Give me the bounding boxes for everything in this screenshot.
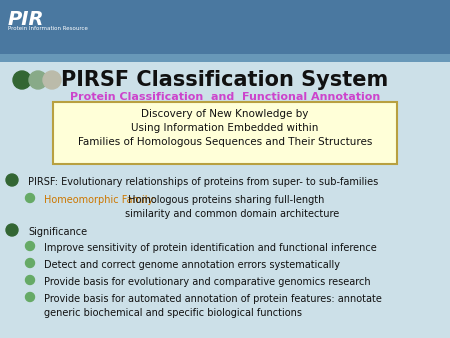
Text: Homologous proteins sharing full-length
similarity and common domain architectur: Homologous proteins sharing full-length …: [125, 195, 339, 219]
Text: Discovery of New Knowledge by
Using Information Embedded within
Families of Homo: Discovery of New Knowledge by Using Info…: [78, 109, 372, 147]
Text: PIRSF: Evolutionary relationships of proteins from super- to sub-families: PIRSF: Evolutionary relationships of pro…: [28, 177, 378, 187]
Circle shape: [29, 71, 47, 89]
Circle shape: [26, 275, 35, 285]
Circle shape: [6, 224, 18, 236]
Circle shape: [6, 174, 18, 186]
Bar: [0, 0, 450, 62]
Circle shape: [26, 292, 35, 301]
Circle shape: [43, 71, 61, 89]
Bar: [0, 54, 450, 62]
Circle shape: [13, 71, 31, 89]
Text: PIR: PIR: [8, 10, 45, 29]
Text: Detect and correct genome annotation errors systematically: Detect and correct genome annotation err…: [44, 260, 340, 270]
Text: Homeomorphic Family:: Homeomorphic Family:: [44, 195, 156, 205]
Text: Improve sensitivity of protein identification and functional inference: Improve sensitivity of protein identific…: [44, 243, 377, 253]
Text: PIRSF Classification System: PIRSF Classification System: [61, 70, 389, 90]
Circle shape: [26, 193, 35, 202]
Text: Protein Information Resource: Protein Information Resource: [8, 26, 88, 31]
Circle shape: [26, 259, 35, 267]
Text: Provide basis for evolutionary and comparative genomics research: Provide basis for evolutionary and compa…: [44, 277, 371, 287]
Circle shape: [26, 241, 35, 250]
Text: Protein Classification  and  Functional Annotation: Protein Classification and Functional An…: [70, 92, 380, 102]
FancyBboxPatch shape: [53, 102, 397, 164]
Text: Provide basis for automated annotation of protein features: annotate
generic bio: Provide basis for automated annotation o…: [44, 294, 382, 318]
Text: Significance: Significance: [28, 227, 87, 237]
